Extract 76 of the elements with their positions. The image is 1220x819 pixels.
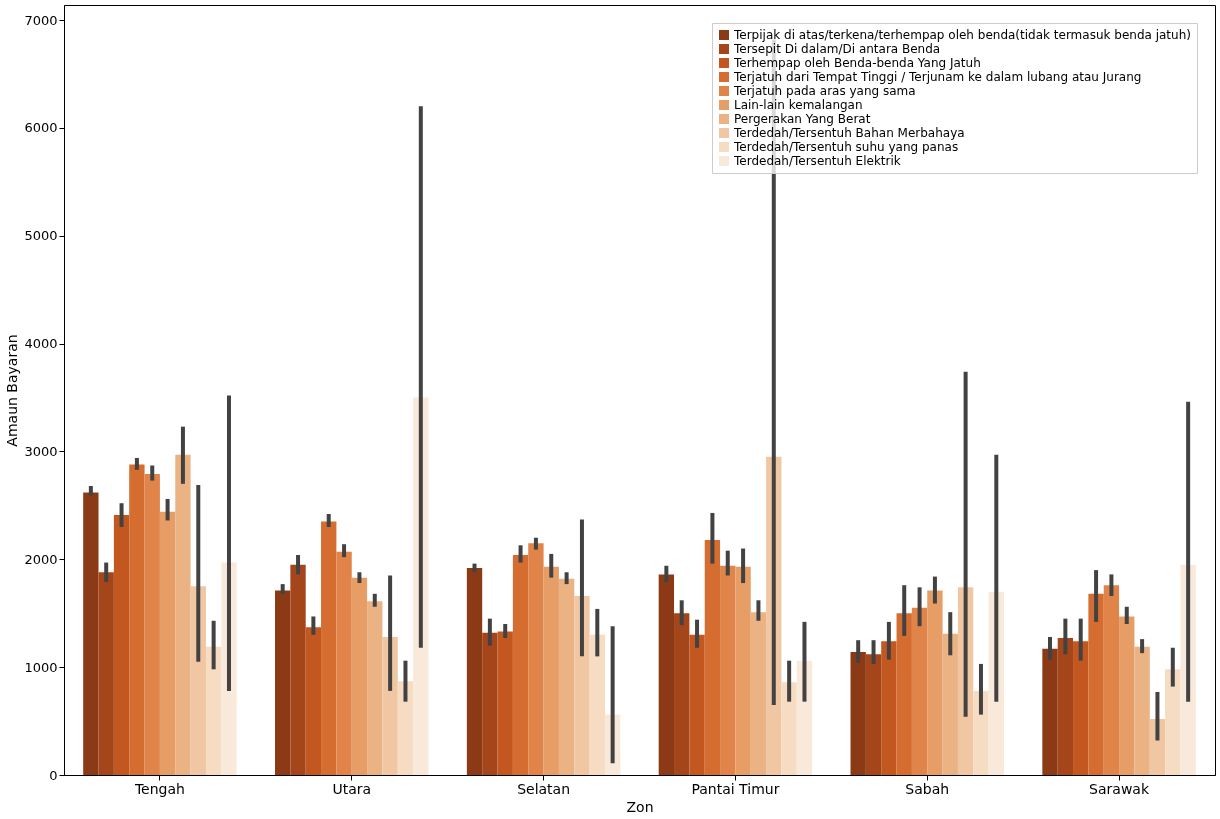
bar bbox=[205, 646, 222, 775]
bar bbox=[1134, 646, 1150, 775]
bar bbox=[973, 690, 989, 775]
bar bbox=[305, 627, 322, 775]
x-axis-title: Zon bbox=[626, 798, 654, 815]
legend-label: Terdedah/Tersentuh Bahan Merbahaya bbox=[733, 126, 965, 140]
bar bbox=[336, 551, 352, 775]
legend-label: Terjatuh dari Tempat Tinggi / Terjunam ke dalam lubang atau Jurang bbox=[733, 70, 1142, 84]
bar bbox=[942, 633, 958, 775]
x-tick-label: Selatan bbox=[517, 780, 571, 797]
legend-label: Terdedah/Tersentuh suhu yang panas bbox=[733, 140, 959, 154]
bar bbox=[750, 612, 767, 775]
bar bbox=[911, 607, 928, 775]
bar bbox=[1057, 638, 1074, 775]
bar bbox=[482, 632, 498, 775]
bar bbox=[850, 652, 866, 775]
legend-label: Pergerakan Yang Berat bbox=[734, 112, 871, 126]
bar bbox=[704, 539, 721, 775]
bar bbox=[1103, 585, 1120, 775]
bar bbox=[896, 613, 912, 775]
bar bbox=[175, 454, 191, 775]
bar bbox=[512, 555, 529, 775]
bar bbox=[658, 574, 675, 775]
bar bbox=[1042, 648, 1058, 775]
bar bbox=[574, 595, 590, 775]
bar bbox=[466, 567, 483, 775]
bar bbox=[382, 636, 398, 775]
legend-label: Lain-lain kemalangan bbox=[734, 98, 863, 112]
bar bbox=[543, 566, 559, 775]
bar bbox=[1119, 616, 1135, 775]
bar bbox=[781, 682, 797, 775]
bar bbox=[321, 521, 337, 775]
legend-label: Tersepit Di dalam/Di antara Benda bbox=[733, 42, 941, 56]
bar bbox=[1165, 669, 1181, 775]
y-tick-label: 0 bbox=[49, 767, 58, 783]
x-tick-label: Utara bbox=[332, 780, 372, 797]
y-tick-label: 3000 bbox=[24, 443, 58, 459]
bar bbox=[144, 474, 160, 775]
y-tick-label: 2000 bbox=[24, 551, 58, 567]
bar bbox=[113, 515, 130, 775]
y-tick-label: 7000 bbox=[24, 12, 58, 28]
bar bbox=[83, 492, 99, 775]
x-tick-label: Sabah bbox=[905, 780, 950, 797]
bar bbox=[129, 464, 145, 775]
bar bbox=[275, 590, 291, 775]
bar bbox=[1073, 641, 1089, 775]
y-tick-label: 5000 bbox=[24, 228, 58, 244]
bar bbox=[367, 601, 383, 775]
bar bbox=[881, 641, 897, 775]
x-tick-label: Sarawak bbox=[1089, 780, 1150, 797]
legend-label: Terhempap oleh Benda-benda Yang Jatuh bbox=[733, 56, 981, 70]
x-tick-label: Pantai Timur bbox=[691, 780, 780, 797]
y-axis-title: Amaun Bayaran bbox=[4, 334, 21, 447]
bar bbox=[351, 577, 368, 775]
y-tick-label: 1000 bbox=[24, 659, 58, 675]
bar bbox=[589, 634, 605, 775]
bar bbox=[497, 631, 513, 775]
y-tick-label: 4000 bbox=[24, 336, 58, 352]
bar bbox=[689, 634, 705, 775]
bar bbox=[927, 590, 943, 775]
bar bbox=[1088, 593, 1104, 775]
bar bbox=[865, 654, 882, 775]
legend-label: Terdedah/Tersentuh Elektrik bbox=[733, 154, 901, 168]
bar bbox=[674, 613, 690, 775]
bar bbox=[720, 565, 736, 775]
bar bbox=[397, 681, 414, 775]
bar bbox=[528, 543, 544, 775]
legend-label: Terjatuh pada aras yang sama bbox=[733, 84, 916, 98]
y-tick-label: 6000 bbox=[24, 120, 58, 136]
legend-label: Terpijak di atas/terkena/terhempap oleh benda(tidak termasuk benda jatuh) bbox=[733, 28, 1191, 42]
bar bbox=[735, 566, 751, 775]
bar bbox=[558, 578, 575, 775]
bar bbox=[290, 564, 306, 775]
bar bbox=[98, 572, 114, 775]
x-tick-label: Tengah bbox=[133, 780, 185, 797]
bar bbox=[159, 511, 176, 775]
